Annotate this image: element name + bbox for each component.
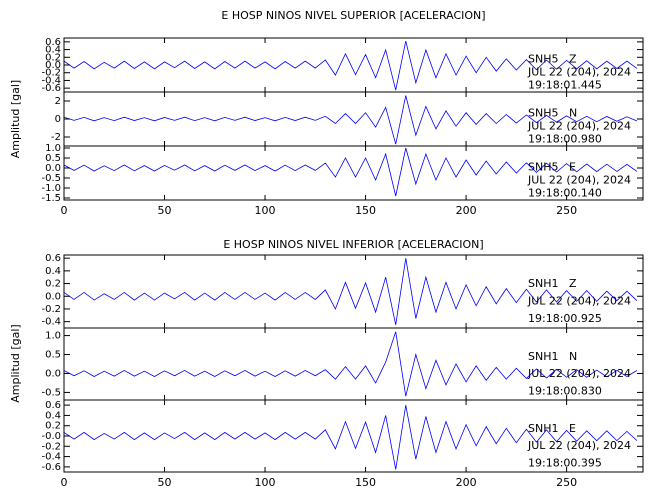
- y-tick-label: 0.0: [45, 291, 61, 302]
- x-tick-label: 150: [355, 204, 376, 217]
- y-tick-label: -0.6: [41, 462, 61, 473]
- time-label: 19:18:00.830: [528, 384, 602, 397]
- station-label: SNH5 E: [528, 161, 576, 174]
- date-label: JUL 22 (204), 2024: [527, 174, 631, 187]
- y-tick-label: -0.2: [41, 441, 61, 452]
- time-label: 19:18:00.925: [528, 312, 602, 325]
- y-tick-label: -0.6: [41, 83, 61, 94]
- y-tick-label: 0.4: [45, 410, 61, 421]
- date-label: JUL 22 (204), 2024: [527, 295, 631, 308]
- y-tick-label: 0.2: [45, 279, 61, 290]
- x-tick-label: 100: [255, 476, 276, 489]
- x-tick-label: 200: [456, 476, 477, 489]
- y-axis-label: Amplitud [gal]: [9, 80, 22, 158]
- date-label: JUL 22 (204), 2024: [527, 367, 631, 380]
- date-label: JUL 22 (204), 2024: [527, 120, 631, 133]
- y-tick-label: 1.0: [45, 143, 61, 154]
- x-tick-label: 0: [61, 204, 68, 217]
- y-tick-label: 1.0: [45, 331, 61, 342]
- x-tick-label: 200: [456, 204, 477, 217]
- x-tick-label: 50: [158, 204, 172, 217]
- y-tick-label: -0.0: [41, 431, 61, 442]
- y-tick-label: 0.4: [45, 45, 61, 56]
- y-tick-label: -0.4: [41, 452, 61, 463]
- y-tick-label: -0.2: [41, 304, 61, 315]
- x-tick-label: 250: [556, 476, 577, 489]
- y-tick-label: -0.4: [41, 75, 61, 86]
- y-tick-label: -2: [51, 132, 61, 143]
- waveform: [64, 40, 638, 91]
- station-label: SNH5 N: [528, 107, 577, 120]
- y-tick-label: 0.0: [45, 163, 61, 174]
- panel-frame: [63, 145, 644, 201]
- y-tick-label: 0.4: [45, 266, 61, 277]
- y-tick-label: 2: [55, 96, 61, 107]
- y-tick-label: 0.2: [45, 52, 61, 63]
- waveform: [64, 258, 638, 325]
- time-label: 19:18:00.140: [528, 187, 602, 200]
- y-tick-label: -0.2: [41, 68, 61, 79]
- chart-title: E HOSP NINOS NIVEL INFERIOR [ACELERACION…: [223, 238, 483, 251]
- x-tick-label: 0: [61, 476, 68, 489]
- date-label: JUL 22 (204), 2024: [527, 439, 631, 452]
- x-tick-label: 150: [355, 476, 376, 489]
- y-tick-label: 0.5: [45, 153, 61, 164]
- y-tick-label: -0.4: [41, 317, 61, 328]
- y-tick-label: -1.0: [41, 183, 61, 194]
- x-tick-label: 250: [556, 204, 577, 217]
- y-axis-label: Amplitud [gal]: [9, 324, 22, 402]
- waveform: [64, 331, 638, 397]
- waveform: [64, 405, 638, 470]
- x-tick-label: 100: [255, 204, 276, 217]
- x-tick-label: 50: [158, 476, 172, 489]
- chart-title: E HOSP NINOS NIVEL SUPERIOR [ACELERACION…: [221, 9, 485, 22]
- station-label: SNH1 N: [528, 350, 577, 363]
- y-tick-label: 0.6: [45, 253, 61, 264]
- y-tick-label: 0.0: [45, 368, 61, 379]
- waveform: [64, 147, 638, 197]
- station-label: SNH1 Z: [528, 277, 577, 290]
- waveform: [64, 95, 638, 145]
- time-label: 19:18:00.980: [528, 133, 602, 146]
- time-label: 19:18:01.445: [528, 79, 602, 92]
- date-label: JUL 22 (204), 2024: [527, 66, 631, 79]
- station-label: SNH1 E: [528, 422, 576, 435]
- station-label: SNH5 Z: [528, 53, 577, 66]
- y-tick-label: 0.6: [45, 37, 61, 48]
- y-tick-label: 0.6: [45, 400, 61, 411]
- y-tick-label: 0: [55, 114, 61, 125]
- y-tick-label: 0.5: [45, 350, 61, 361]
- y-tick-label: -1.5: [41, 193, 61, 204]
- y-tick-label: 0.0: [45, 60, 61, 71]
- y-tick-label: 0.2: [45, 421, 61, 432]
- y-tick-label: -0.5: [41, 387, 61, 398]
- y-tick-label: -0.5: [41, 173, 61, 184]
- time-label: 19:18:00.395: [528, 456, 602, 469]
